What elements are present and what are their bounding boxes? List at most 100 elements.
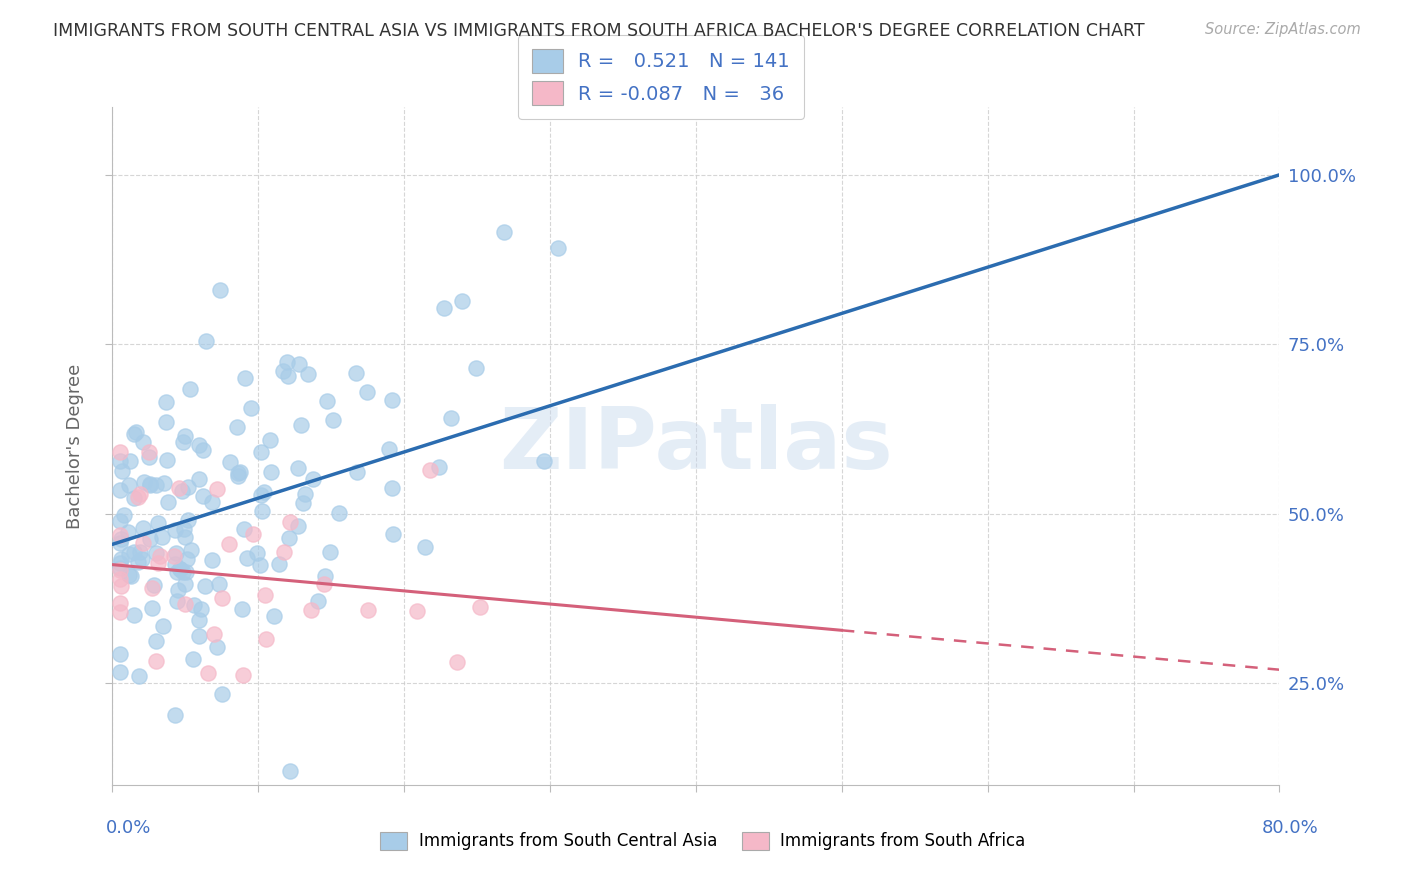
Point — [468, 599, 491, 614]
Point — [378, 442, 401, 456]
Point — [118, 567, 141, 582]
Point — [211, 591, 233, 605]
Point — [249, 558, 271, 573]
Text: Source: ZipAtlas.com: Source: ZipAtlas.com — [1205, 22, 1361, 37]
Point — [125, 425, 148, 439]
Point — [451, 293, 474, 308]
Point — [344, 366, 367, 380]
Point — [219, 455, 242, 469]
Point — [145, 654, 167, 668]
Legend: R =  0.521 N = 141, R = -0.087 N =  36: R = 0.521 N = 141, R = -0.087 N = 36 — [519, 36, 804, 119]
Point — [307, 594, 329, 608]
Point — [231, 602, 253, 616]
Point — [132, 536, 155, 550]
Point — [174, 429, 197, 443]
Point — [118, 454, 141, 468]
Point — [322, 413, 344, 427]
Point — [163, 558, 186, 572]
Point — [194, 334, 217, 348]
Point — [166, 565, 188, 579]
Point — [207, 640, 229, 654]
Point — [346, 465, 368, 479]
Point — [278, 531, 301, 545]
Point — [165, 546, 187, 560]
Point — [233, 371, 256, 385]
Point — [139, 532, 162, 546]
Point — [226, 420, 249, 434]
Point — [291, 496, 314, 510]
Point — [108, 483, 131, 497]
Point — [122, 608, 145, 623]
Point — [183, 598, 205, 612]
Point — [240, 401, 263, 415]
Point — [173, 577, 195, 591]
Point — [108, 528, 131, 542]
Point — [108, 665, 131, 680]
Point — [110, 454, 132, 468]
Point — [156, 453, 179, 467]
Point — [143, 578, 166, 592]
Point — [141, 581, 163, 595]
Point — [110, 532, 132, 546]
Point — [235, 550, 257, 565]
Point — [208, 576, 231, 591]
Point — [163, 708, 186, 723]
Point — [177, 513, 200, 527]
Point — [492, 226, 515, 240]
Text: IMMIGRANTS FROM SOUTH CENTRAL ASIA VS IMMIGRANTS FROM SOUTH AFRICA BACHELOR'S DE: IMMIGRANTS FROM SOUTH CENTRAL ASIA VS IM… — [53, 22, 1144, 40]
Point — [316, 394, 339, 409]
Point — [299, 603, 322, 617]
Point — [108, 647, 131, 661]
Point — [172, 565, 194, 579]
Point — [173, 522, 195, 536]
Point — [405, 604, 427, 618]
Point — [167, 481, 190, 495]
Point — [287, 460, 309, 475]
Point — [287, 518, 309, 533]
Point — [252, 504, 274, 518]
Point — [249, 445, 271, 459]
Point — [226, 466, 249, 480]
Point — [131, 551, 153, 566]
Point — [108, 596, 131, 610]
Point — [179, 382, 201, 396]
Point — [108, 536, 131, 550]
Point — [242, 527, 264, 541]
Point — [297, 367, 319, 381]
Point — [226, 468, 249, 483]
Point — [108, 514, 131, 528]
Point — [122, 545, 145, 559]
Point — [172, 435, 194, 450]
Point — [253, 484, 276, 499]
Point — [381, 393, 404, 408]
Point — [155, 416, 177, 430]
Point — [427, 460, 450, 475]
Point — [122, 427, 145, 442]
Point — [132, 475, 155, 490]
Point — [169, 562, 191, 576]
Point — [188, 472, 211, 486]
Point — [120, 569, 142, 583]
Point — [273, 545, 295, 559]
Point — [138, 450, 160, 465]
Point — [229, 465, 252, 479]
Point — [440, 410, 463, 425]
Point — [145, 546, 167, 560]
Point — [328, 507, 350, 521]
Point — [278, 516, 301, 530]
Point — [127, 555, 149, 569]
Point — [110, 551, 132, 566]
Point — [148, 516, 170, 530]
Point — [191, 489, 214, 503]
Point — [277, 368, 299, 383]
Point — [464, 360, 486, 375]
Point — [132, 521, 155, 535]
Point — [188, 613, 211, 627]
Point — [163, 549, 186, 563]
Point — [177, 479, 200, 493]
Point — [201, 495, 224, 509]
Point — [201, 553, 224, 567]
Point — [108, 563, 131, 577]
Point — [290, 418, 312, 433]
Point — [145, 478, 167, 492]
